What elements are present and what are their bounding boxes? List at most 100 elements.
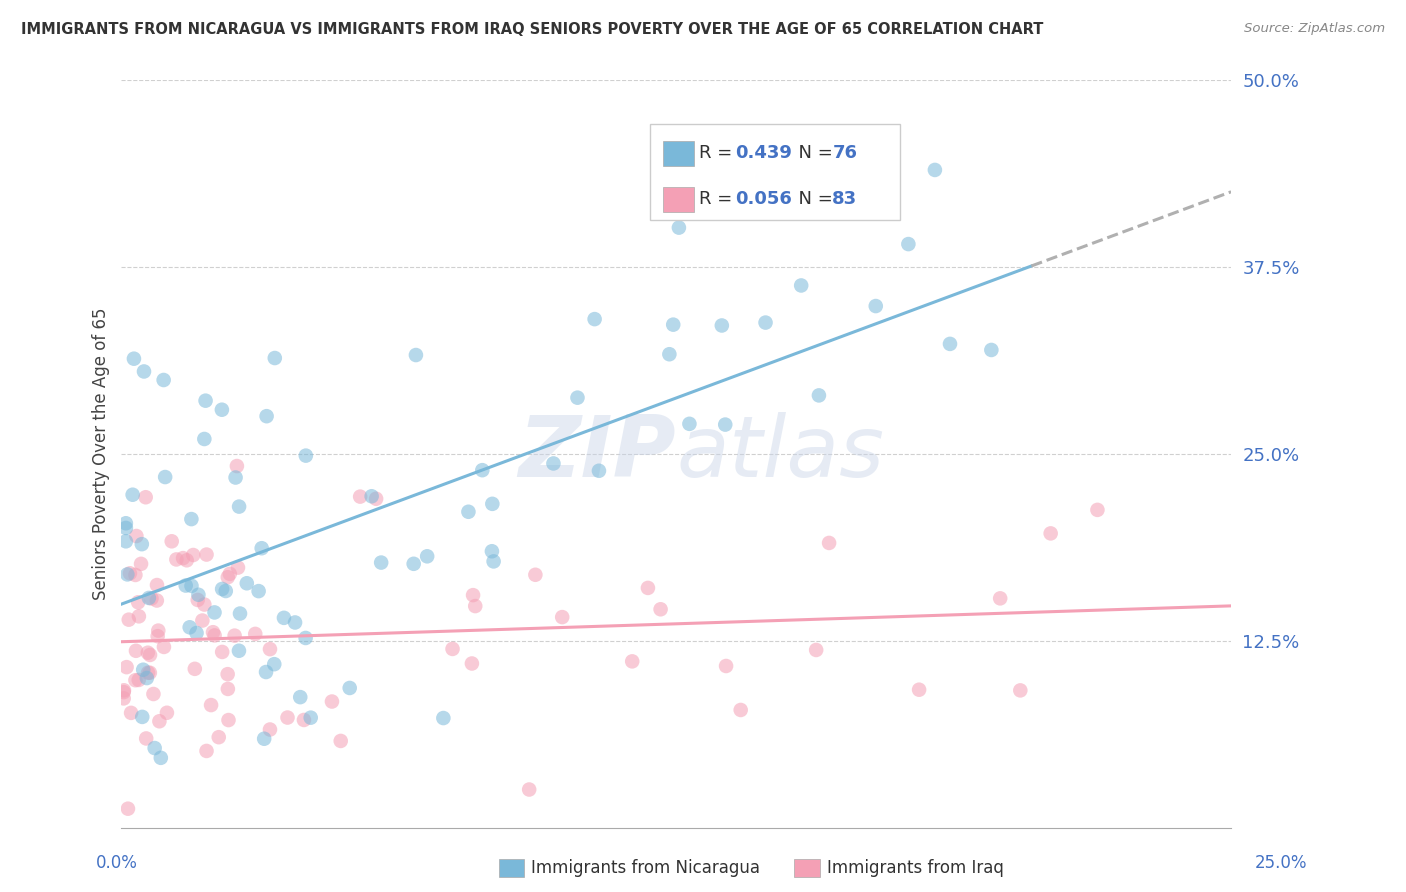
Point [650,602,672,616]
Point [543,457,565,471]
Point [138,591,160,605]
Point [152,373,174,387]
Point [181,548,204,562]
Point [481,544,503,558]
Point [211,582,233,596]
Point [204,606,226,620]
Point [294,631,316,645]
Point [149,751,172,765]
Point [201,625,224,640]
Point [195,744,218,758]
Point [122,351,145,366]
Point [148,624,170,638]
Point [263,351,285,365]
Point [121,488,143,502]
Text: R =: R = [699,190,738,208]
Point [551,610,574,624]
Point [172,551,194,566]
Point [193,598,215,612]
Text: 0.0%: 0.0% [96,855,138,872]
Point [818,536,841,550]
Point [908,682,931,697]
Text: 76: 76 [832,145,858,162]
Point [524,567,547,582]
Text: Source: ZipAtlas.com: Source: ZipAtlas.com [1244,22,1385,36]
Point [245,627,267,641]
Point [129,557,152,571]
Point [461,657,484,671]
Point [217,681,239,696]
Point [464,599,486,613]
Point [115,516,138,531]
Point [228,644,250,658]
Point [131,537,153,551]
Point [180,579,202,593]
Text: Immigrants from Nicaragua: Immigrants from Nicaragua [531,859,761,877]
Point [135,731,157,746]
Point [225,470,247,484]
Point [124,568,146,582]
Point [517,782,540,797]
Point [236,576,259,591]
Point [247,584,270,599]
Point [441,641,464,656]
Point [292,713,315,727]
Point [329,734,352,748]
Point [191,614,214,628]
Point [482,554,505,568]
Point [662,318,685,332]
Point [146,593,169,607]
Point [115,660,138,674]
Point [127,595,149,609]
Point [180,512,202,526]
Point [179,620,201,634]
Point [290,690,312,705]
Point [457,505,479,519]
Text: 0.439: 0.439 [735,145,792,162]
Text: ZIP: ZIP [519,412,676,495]
Point [187,593,209,607]
Point [204,628,226,642]
Point [115,521,138,535]
Point [208,730,231,744]
Point [115,534,138,549]
Text: 0.056: 0.056 [735,190,792,208]
Point [924,163,946,178]
Text: 25.0%: 25.0% [1256,855,1308,872]
Point [186,626,208,640]
Point [621,654,644,668]
Point [176,553,198,567]
Point [865,299,887,313]
Point [730,703,752,717]
Point [1039,526,1062,541]
Point [284,615,307,630]
Text: R =: R = [699,145,738,162]
Point [263,657,285,672]
Point [1010,683,1032,698]
Point [124,673,146,688]
Text: N =: N = [787,145,839,162]
Point [184,662,207,676]
Point [299,711,322,725]
Point [402,557,425,571]
Point [678,417,700,431]
Point [118,566,141,581]
Point [211,645,233,659]
Point [405,348,427,362]
Point [790,278,813,293]
Text: N =: N = [787,190,839,208]
Point [461,588,484,602]
Point [139,665,162,680]
Point [658,347,681,361]
Point [156,706,179,720]
Point [254,665,277,679]
Point [897,237,920,252]
Point [146,578,169,592]
Point [217,667,239,681]
Text: IMMIGRANTS FROM NICARAGUA VS IMMIGRANTS FROM IRAQ SENIORS POVERTY OVER THE AGE O: IMMIGRANTS FROM NICARAGUA VS IMMIGRANTS … [21,22,1043,37]
Point [218,713,240,727]
Point [804,643,827,657]
Point [200,698,222,712]
Point [118,613,141,627]
Point [120,706,142,720]
